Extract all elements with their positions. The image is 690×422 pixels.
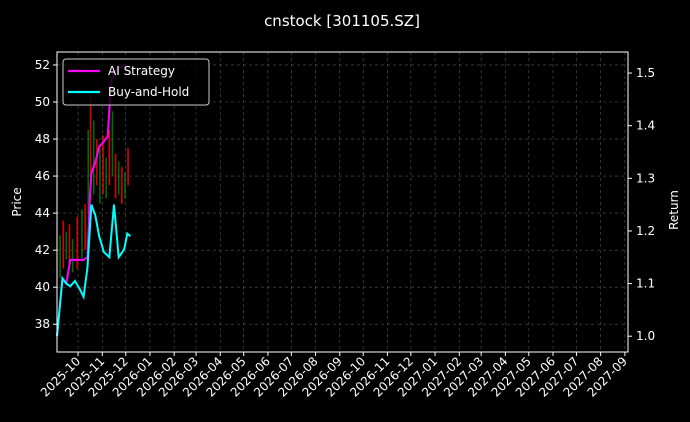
y-tick-label: 48 bbox=[35, 132, 50, 146]
y-axis-label: Price bbox=[10, 187, 24, 216]
series-line-ai-strategy bbox=[56, 64, 131, 337]
y2-tick-label: 1.5 bbox=[636, 66, 655, 80]
y-tick-label: 44 bbox=[35, 206, 50, 220]
y2-tick-label: 1.4 bbox=[636, 119, 655, 133]
y2-tick-label: 1.0 bbox=[636, 329, 655, 343]
y-tick-label: 52 bbox=[35, 58, 50, 72]
y-tick-label: 38 bbox=[35, 317, 50, 331]
y-tick-label: 42 bbox=[35, 243, 50, 257]
legend-label: Buy-and-Hold bbox=[108, 85, 189, 99]
plot-frame bbox=[56, 51, 629, 353]
y2-tick-label: 1.3 bbox=[636, 171, 655, 185]
y-tick-label: 50 bbox=[35, 95, 50, 109]
y-tick-label: 40 bbox=[35, 280, 50, 294]
legend-label: AI Strategy bbox=[108, 64, 175, 78]
y2-tick-label: 1.1 bbox=[636, 277, 655, 291]
chart-title: cnstock [301105.SZ] bbox=[264, 12, 420, 30]
y-tick-label: 46 bbox=[35, 169, 50, 183]
y2-tick-label: 1.2 bbox=[636, 224, 655, 238]
y2-axis-label: Return bbox=[667, 190, 681, 230]
series-line-buy-and-hold bbox=[56, 204, 132, 337]
